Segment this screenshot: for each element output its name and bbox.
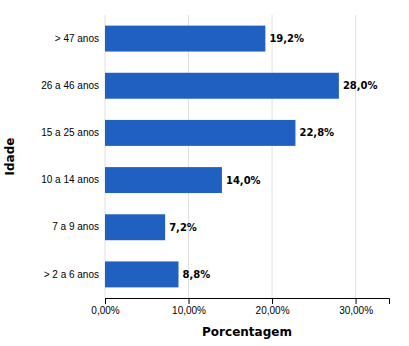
x-tick-label: 30,00% — [339, 305, 373, 316]
x-tick-label: 20,00% — [256, 305, 290, 316]
x-axis-title: Porcentagem — [202, 325, 292, 339]
y-tick-label: 26 a 46 anos — [41, 80, 99, 91]
bar — [105, 73, 339, 99]
grid-line — [105, 15, 106, 298]
x-tick: 0,00% — [91, 298, 119, 316]
data-label: 14,0% — [226, 175, 261, 186]
x-axis-line — [106, 299, 390, 305]
data-label: 22,8% — [299, 127, 334, 138]
grid-line — [188, 15, 189, 298]
grid-line — [355, 15, 356, 298]
y-tick: 7 a 9 anos — [52, 221, 105, 232]
data-label: 19,2% — [269, 33, 304, 44]
x-tick: 10,00% — [172, 298, 206, 316]
y-tick-label: 7 a 9 anos — [52, 221, 99, 232]
bars — [105, 26, 339, 288]
y-tick-label: 15 a 25 anos — [41, 127, 99, 138]
x-tick-mark — [356, 298, 357, 304]
y-tick: 26 a 46 anos — [41, 80, 105, 91]
data-label: 28,0% — [343, 80, 378, 91]
y-tick-label: > 47 anos — [55, 33, 99, 44]
y-tick: 15 a 25 anos — [41, 127, 105, 138]
y-tick: > 47 anos — [55, 33, 105, 44]
x-tick-label: 0,00% — [91, 305, 119, 316]
grid-line — [272, 15, 273, 298]
x-tick: 30,00% — [339, 298, 373, 316]
grid — [105, 15, 356, 298]
plot: 0,00% 10,00% 20,00% 30,00% > 2 a 6 anos 7 a 9… — [41, 15, 389, 316]
data-label: 7,2% — [169, 222, 197, 233]
y-tick-label: 10 a 14 anos — [41, 174, 99, 185]
y-tick: 10 a 14 anos — [41, 174, 105, 185]
y-axis-title: Idade — [3, 138, 17, 176]
bar — [105, 26, 265, 52]
bar — [105, 167, 222, 193]
bar — [105, 214, 165, 240]
x-tick-mark — [105, 298, 106, 304]
x-tick-label: 10,00% — [172, 305, 206, 316]
data-label: 8,8% — [183, 269, 211, 280]
x-tick-mark — [189, 298, 190, 304]
bar — [105, 120, 295, 146]
data-labels: 8,8% 7,2% 14,0% 22,8% 28,0% 19,2% — [169, 33, 377, 280]
chart: 0,00% 10,00% 20,00% 30,00% > 2 a 6 anos 7 a 9… — [0, 0, 409, 346]
y-tick: > 2 a 6 anos — [44, 269, 105, 280]
bar — [105, 261, 179, 287]
x-tick: 20,00% — [256, 298, 290, 316]
x-axis: 0,00% 10,00% 20,00% 30,00% — [91, 298, 389, 316]
y-axis: > 2 a 6 anos 7 a 9 anos 10 a 14 anos 15 a 2… — [41, 33, 105, 280]
x-tick-mark — [272, 298, 273, 304]
y-tick-label: > 2 a 6 anos — [44, 269, 99, 280]
